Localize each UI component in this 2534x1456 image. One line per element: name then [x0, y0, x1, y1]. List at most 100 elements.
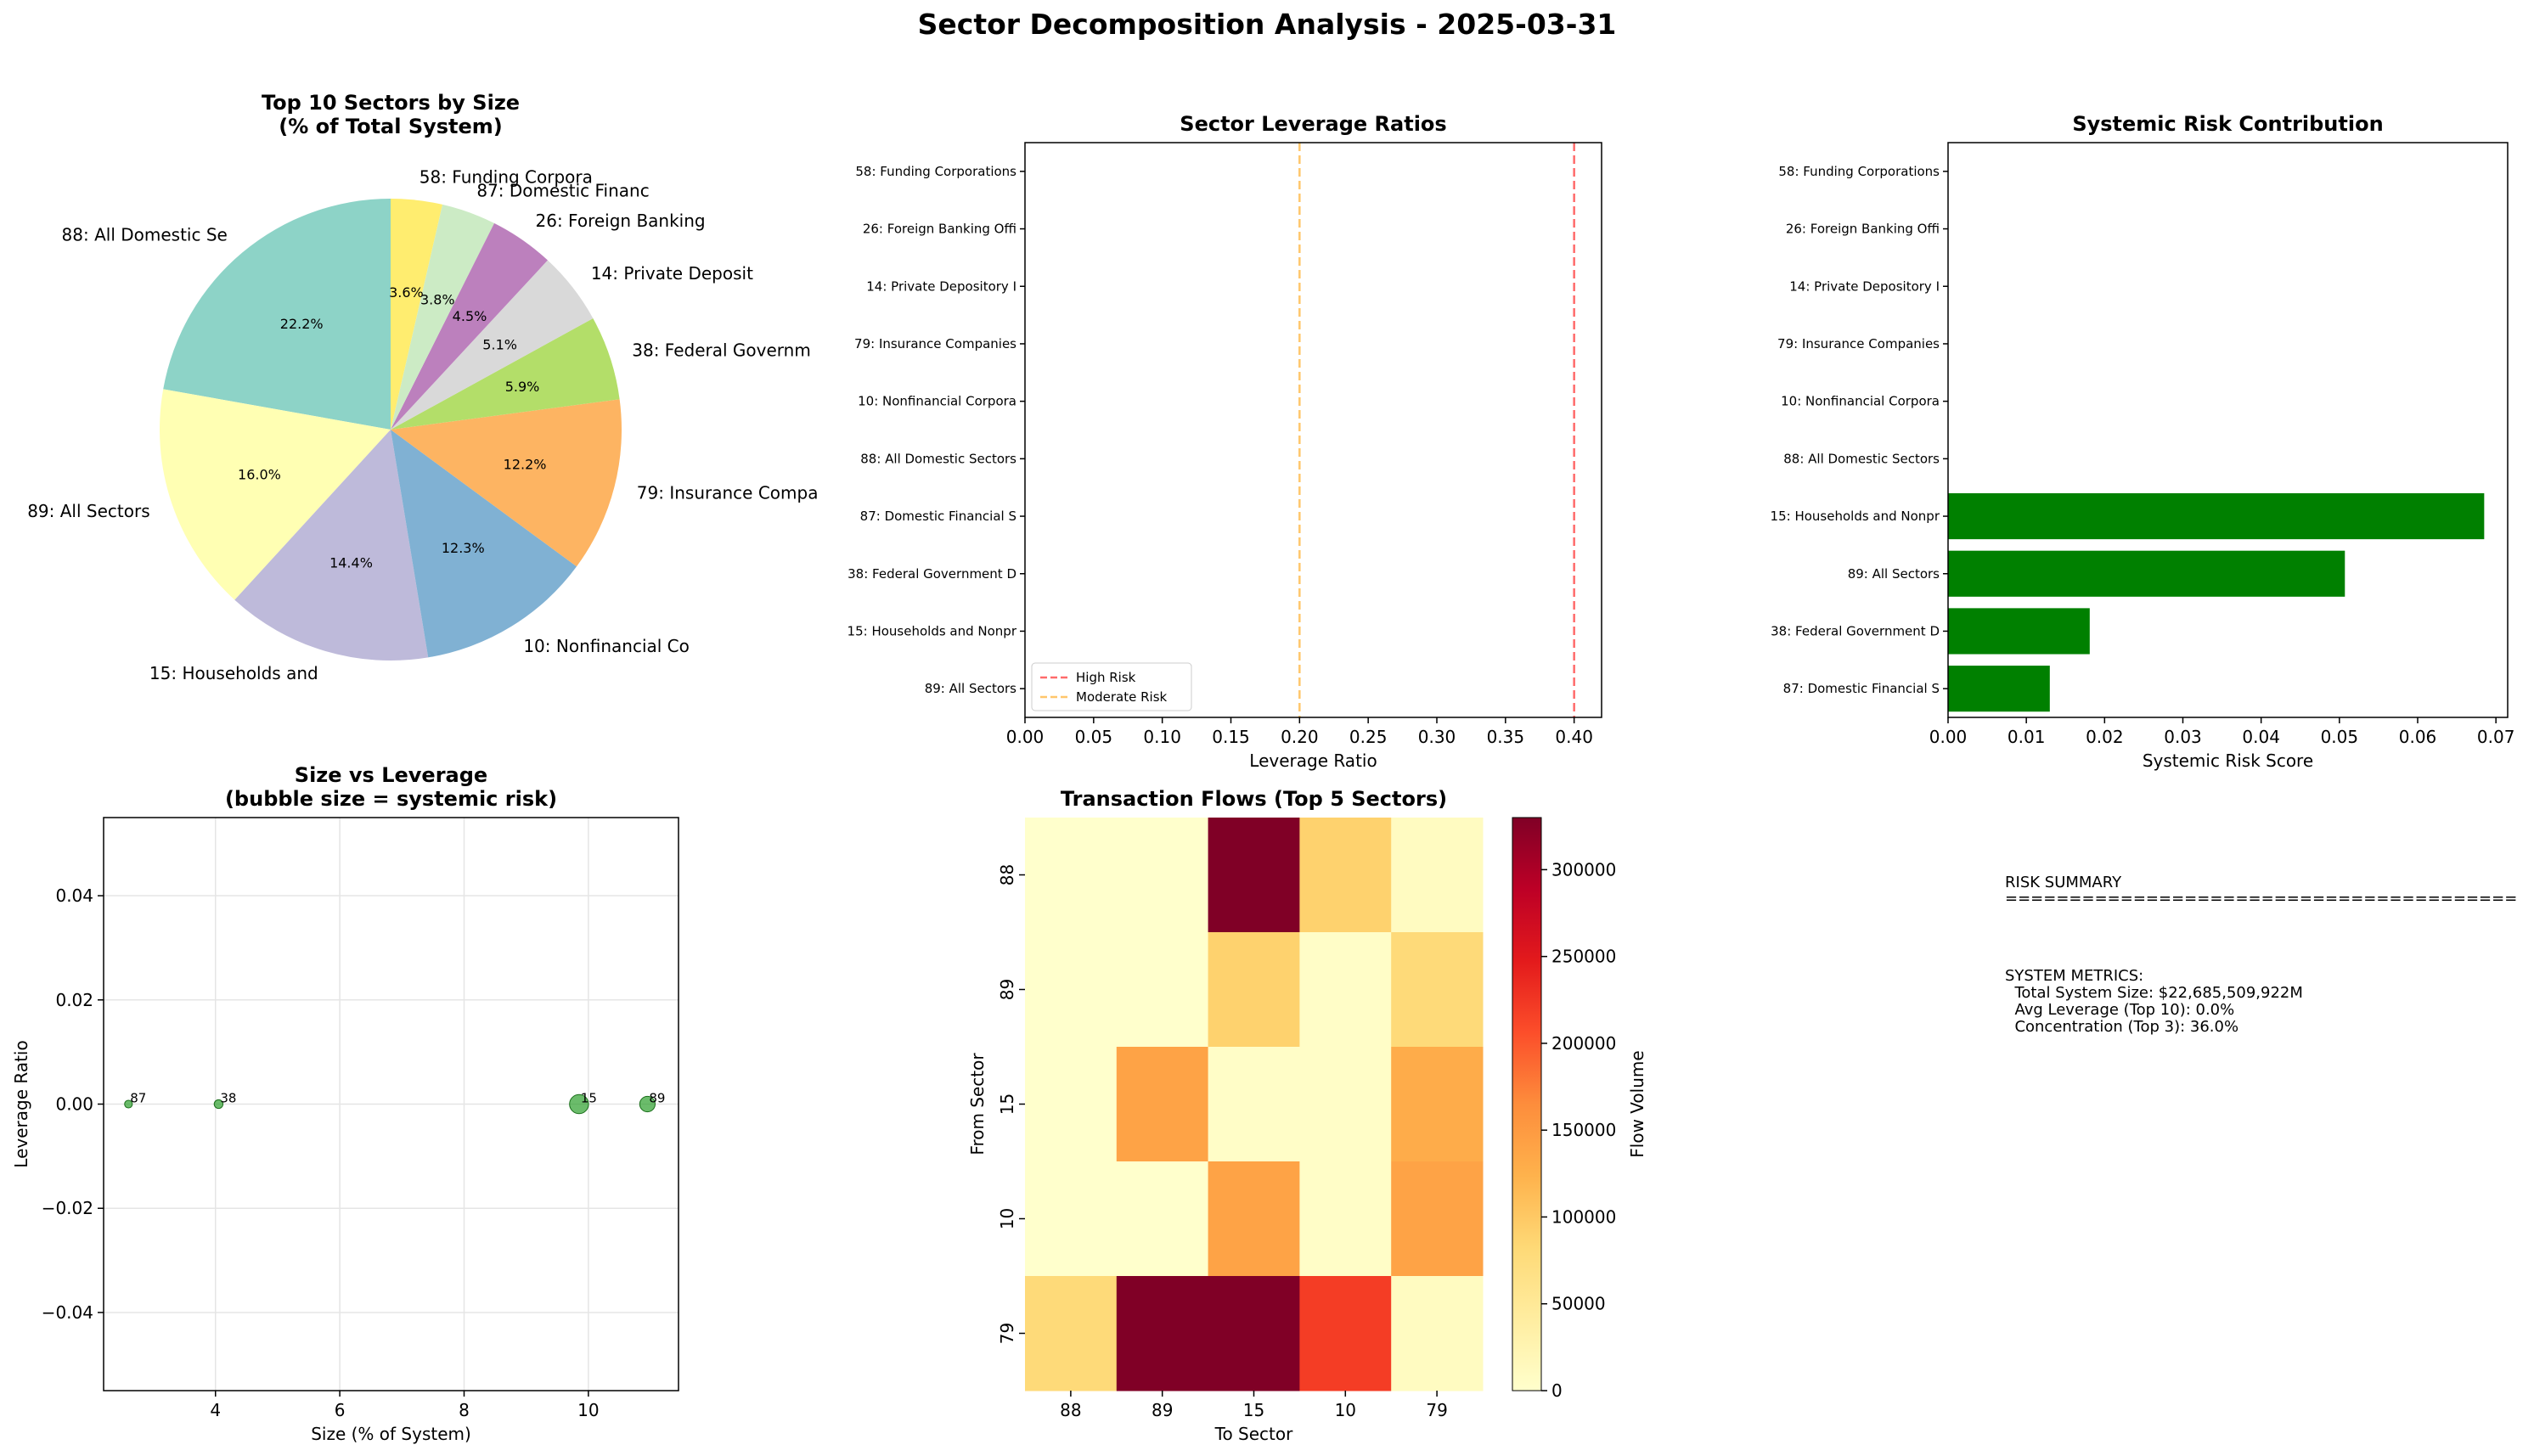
- leverage-xtick-label: 0.05: [1075, 727, 1113, 747]
- heatmap-cell: [1025, 1276, 1118, 1391]
- leverage-ytick-label: 14: Private Depository I: [866, 278, 1016, 294]
- pie-slice-label: 87: Domestic Financ: [476, 180, 649, 200]
- pie-percent-label: 14.4%: [329, 554, 373, 571]
- risk-summary-panel: RISK SUMMARY============================…: [2005, 874, 2517, 1036]
- systemic-risk-chart-panel: Systemic Risk Contribution 58: Funding Co…: [1771, 112, 2515, 771]
- leverage-axes-frame: [1024, 142, 1602, 718]
- size-vs-leverage-panel: Size vs Leverage(bubble size = systemic …: [11, 763, 679, 1444]
- risk-ytick-label: 26: Foreign Banking Offi: [1786, 222, 1940, 237]
- heatmap-cell: [1299, 1161, 1392, 1277]
- scatter-xtick-label: 10: [577, 1400, 599, 1420]
- scatter-axes-frame: [103, 817, 679, 1391]
- summary-line: Avg Leverage (Top 10): 0.0%: [2005, 1001, 2234, 1019]
- heatmap-cell: [1208, 1276, 1300, 1391]
- leverage-xtick-label: 0.10: [1143, 727, 1181, 747]
- heatmap-cell: [1208, 818, 1300, 933]
- heatmap-cell: [1025, 1047, 1118, 1162]
- leverage-chart-panel: Sector Leverage Ratios 58: Funding Corpor…: [847, 112, 1602, 771]
- heatmap-cell: [1025, 1161, 1118, 1277]
- leverage-xlabel: Leverage Ratio: [1249, 750, 1377, 771]
- scatter-xtick-label: 8: [459, 1400, 470, 1420]
- heatmap-cell: [1391, 932, 1484, 1048]
- pie-slice: [391, 318, 620, 430]
- heatmap-cell: [1391, 818, 1484, 933]
- pie-slice: [391, 222, 548, 430]
- heatmap-xtick-label: 15: [1243, 1400, 1264, 1420]
- leverage-ytick-label: 38: Federal Government D: [847, 566, 1016, 582]
- heatmap-ytick-label: 10: [997, 1208, 1017, 1229]
- risk-ytick-label: 88: All Domestic Sectors: [1783, 451, 1940, 466]
- leverage-ytick-label: 89: All Sectors: [925, 681, 1016, 696]
- heatmap-ylabel: From Sector: [967, 1053, 988, 1155]
- pie-slice-label: 10: Nonfinancial Co: [523, 636, 690, 656]
- summary-line: SYSTEM METRICS:: [2005, 967, 2143, 985]
- leverage-ytick-label: 10: Nonfinancial Corpora: [858, 394, 1016, 409]
- colorbar-tick-label: 250000: [1551, 947, 1616, 967]
- pie-percent-label: 3.8%: [420, 291, 455, 307]
- heatmap-cell: [1391, 1161, 1484, 1277]
- colorbar-label: Flow Volume: [1627, 1050, 1647, 1157]
- colorbar-tick-label: 150000: [1551, 1120, 1616, 1140]
- heatmap-ytick-label: 88: [997, 864, 1017, 885]
- heatmap-ytick-label: 79: [997, 1323, 1017, 1344]
- pie-slice: [391, 399, 622, 567]
- risk-xtick-label: 0.03: [2164, 727, 2202, 747]
- leverage-ytick-label: 87: Domestic Financial S: [860, 509, 1016, 524]
- heatmap-cell: [1116, 1161, 1209, 1277]
- leverage-xtick-label: 0.25: [1349, 727, 1388, 747]
- heatmap-cell: [1391, 1047, 1484, 1162]
- scatter-xlabel: Size (% of System): [311, 1424, 471, 1444]
- pie-slice: [163, 199, 391, 430]
- risk-ytick-label: 58: Funding Corporations: [1778, 164, 1940, 179]
- risk-bar: [1948, 492, 2485, 540]
- risk-ytick-label: 79: Insurance Companies: [1777, 336, 1940, 351]
- pie-slice: [391, 260, 594, 430]
- pie-slice: [160, 389, 391, 600]
- heatmap-title-line: Transaction Flows (Top 5 Sectors): [1061, 787, 1447, 811]
- heatmap-xtick-label: 88: [1060, 1400, 1081, 1420]
- transaction-flows-panel: Transaction Flows (Top 5 Sectors) 88 89 15 1…: [967, 787, 1647, 1444]
- heatmap-cell: [1299, 1276, 1392, 1391]
- pie-slice-label: 38: Federal Governm: [632, 340, 811, 361]
- summary-line: RISK SUMMARY: [2005, 874, 2122, 891]
- risk-ytick-label: 15: Households and Nonpr: [1771, 509, 1940, 524]
- scatter-ylabel: Leverage Ratio: [11, 1040, 31, 1167]
- leverage-xtick-label: 0.40: [1555, 727, 1593, 747]
- colorbar-tick-label: 200000: [1551, 1033, 1616, 1054]
- heatmap-ytick-label: 15: [997, 1093, 1017, 1115]
- leverage-ytick-label: 15: Households and Nonpr: [847, 623, 1017, 638]
- risk-xtick-label: 0.05: [2321, 727, 2359, 747]
- risk-xtick-label: 0.07: [2477, 727, 2515, 747]
- heatmap-cell: [1025, 932, 1118, 1048]
- pie-slice: [391, 430, 577, 658]
- pie-slice: [234, 430, 429, 661]
- colorbar-tick-label: 300000: [1551, 859, 1616, 880]
- heatmap-cell: [1208, 932, 1300, 1048]
- scatter-point-label: 38: [220, 1091, 236, 1106]
- pie-slice-label: 89: All Sectors: [27, 501, 149, 521]
- scatter-point: [569, 1093, 589, 1115]
- risk-axes-frame: [1947, 142, 2509, 718]
- pie-percent-label: 12.3%: [442, 540, 485, 556]
- scatter-ytick-label: −0.02: [42, 1198, 93, 1218]
- scatter-xtick-label: 6: [335, 1400, 346, 1420]
- risk-xtick-label: 0.01: [2007, 727, 2046, 747]
- figure-title: Sector Decomposition Analysis - 2025-03-…: [918, 8, 1617, 41]
- risk-xtick-label: 0.00: [1929, 727, 1968, 747]
- scatter-ytick-label: 0.04: [55, 885, 93, 906]
- leverage-xtick-label: 0.20: [1281, 727, 1319, 747]
- heatmap-cell: [1116, 932, 1209, 1048]
- scatter-ytick-label: 0.00: [55, 1094, 93, 1115]
- scatter-point: [213, 1099, 224, 1110]
- leverage-legend-label: High Risk: [1076, 670, 1136, 685]
- pie-percent-label: 22.2%: [280, 316, 324, 332]
- scatter-title-line: (bubble size = systemic risk): [225, 787, 557, 811]
- heatmap-cell: [1116, 1276, 1209, 1391]
- pie-percent-label: 3.6%: [389, 284, 424, 301]
- pie-percent-label: 5.1%: [482, 337, 517, 353]
- pie-title-line: (% of Total System): [279, 115, 503, 138]
- heatmap-cell: [1391, 1276, 1484, 1391]
- scatter-xtick-label: 4: [210, 1400, 221, 1420]
- risk-ytick-label: 14: Private Depository I: [1789, 278, 1940, 294]
